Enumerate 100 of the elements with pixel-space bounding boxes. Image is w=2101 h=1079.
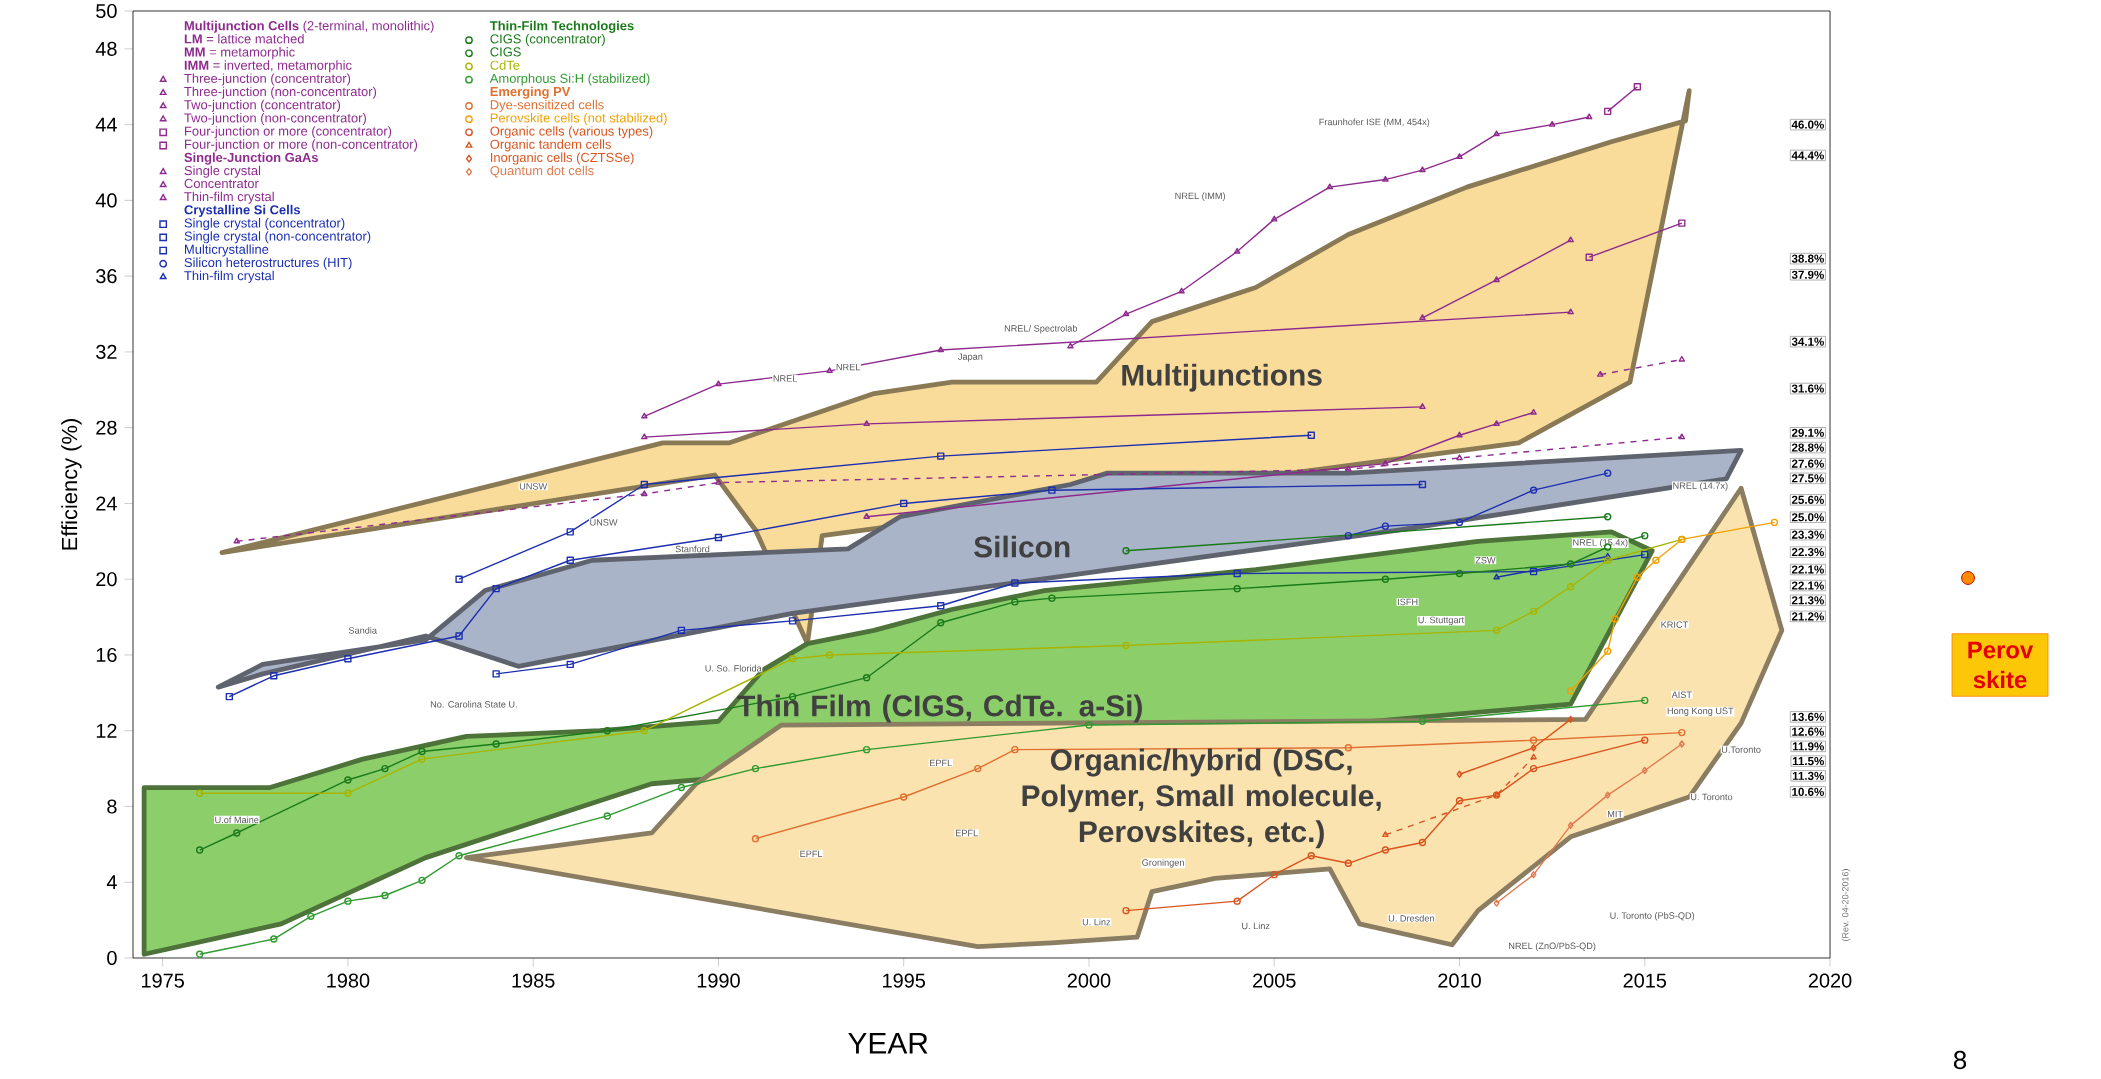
- annotation: 25.0%: [1791, 513, 1824, 522]
- annotation: U. Toronto (PbS-QD): [1610, 912, 1695, 921]
- annotation: 25.6%: [1791, 495, 1824, 504]
- annotation: 22.1%: [1791, 565, 1824, 574]
- x-axis-title: YEAR: [848, 1033, 928, 1054]
- annotation: 31.6%: [1791, 384, 1824, 393]
- y-tick-label: 12: [96, 723, 117, 738]
- y-tick-label: 28: [96, 420, 117, 435]
- annotation: Sandia: [348, 626, 377, 634]
- annotation: UNSW: [519, 483, 548, 490]
- x-tick-label: 2015: [1623, 973, 1667, 988]
- legend-label: Organic tandem cells: [490, 139, 611, 152]
- annotation: 38.8%: [1791, 254, 1824, 263]
- annotation: NREL (IMM): [1175, 192, 1225, 201]
- annotation: NREL: [836, 363, 861, 371]
- legend-label: Multicrystalline: [185, 244, 269, 257]
- annotation: EPFL: [955, 829, 978, 837]
- annotation: ZSW: [1475, 557, 1496, 564]
- annotation: Hong Kong UST: [1667, 707, 1734, 716]
- annotation: 44.4%: [1791, 151, 1824, 160]
- legend-label: Two-junction (concentrator): [184, 99, 341, 112]
- y-tick-label: 8: [107, 799, 117, 814]
- annotation: U.Toronto: [1721, 746, 1761, 753]
- annotation: 34.1%: [1791, 337, 1824, 346]
- annotation: U. Toronto: [1691, 793, 1733, 801]
- annotation: 22.1%: [1791, 581, 1824, 590]
- x-tick-label: 1980: [327, 973, 370, 988]
- annotation: Stanford: [675, 545, 710, 553]
- annotation: 46.0%: [1791, 120, 1824, 129]
- x-tick-label: 2000: [1067, 973, 1111, 988]
- y-tick-label: 16: [96, 647, 117, 662]
- legend-label: Inorganic cells (CZTSSe): [490, 152, 634, 165]
- legend-label: Thin-film crystal: [184, 270, 274, 283]
- annotation: Fraunhofer ISE (MM, 454x): [1319, 118, 1430, 128]
- text: 8: [1953, 1050, 1967, 1070]
- annotation: KRICT: [1661, 621, 1688, 628]
- legend-label: Two-junction (non-concentrator): [184, 112, 366, 126]
- annotation: U. Linz: [1082, 918, 1111, 926]
- annotation: EPFL: [930, 759, 952, 767]
- y-tick-label: 32: [96, 344, 117, 359]
- annotation: Crystalline Si Cells: [184, 204, 301, 217]
- legend-label: CIGS: [490, 47, 521, 57]
- y-tick-label: 50: [96, 3, 117, 19]
- annotation: Japan: [958, 353, 983, 362]
- y-axis-title: Efficiency (%): [61, 419, 82, 550]
- annotation: 23.3%: [1791, 530, 1824, 539]
- y-tick-label: 40: [95, 193, 117, 208]
- x-tick-label: 1995: [883, 973, 926, 988]
- annotation: Single-Junction GaAs: [184, 152, 318, 165]
- annotation: 21.2%: [1791, 612, 1824, 621]
- annotation: NREL (ZnO/PbS-QD): [1509, 942, 1596, 951]
- annotation: 10.6%: [1792, 787, 1824, 796]
- text: (Rev. 04-20-2016): [1841, 869, 1851, 941]
- annotation: NREL/ Spectrolab: [1004, 324, 1078, 334]
- legend-label: Single crystal: [184, 165, 261, 178]
- annotation: 12.6%: [1792, 727, 1824, 736]
- annotation: 21.3%: [1791, 596, 1824, 605]
- annotation: Thin-Film Technologies: [489, 20, 634, 33]
- x-tick-label: 1985: [512, 973, 555, 988]
- legend-label: Amorphous Si:H (stabilized): [489, 73, 650, 86]
- y-tick-label: 36: [96, 269, 117, 284]
- legend-label: Four-junction or more (concentrator): [185, 126, 392, 139]
- legend-label: Single crystal (concentrator): [184, 218, 345, 231]
- annotation: U. Dresden: [1388, 914, 1434, 922]
- legend-label: Single crystal (non-concentrator): [184, 231, 371, 244]
- annotation: Groningen: [1142, 859, 1184, 868]
- x-tick-label: 1975: [142, 973, 184, 988]
- legend-label: Perovskite cells (not stabilized): [490, 112, 667, 126]
- annotation: 11.9%: [1792, 742, 1824, 751]
- annotation: Multijunction Cells (2-terminal, monolithic): [184, 20, 434, 33]
- series-label: Silicon: [974, 535, 1070, 558]
- legend-label: Three-junction (concentrator): [184, 73, 351, 86]
- annotation: MIT: [1607, 810, 1623, 818]
- y-tick-label: 0: [107, 950, 117, 966]
- y-tick-label: 24: [96, 496, 117, 511]
- annotation: 13.6%: [1792, 712, 1824, 721]
- annotation: LM = lattice matched: [184, 33, 304, 44]
- legend-label: Silicon heterostructures (HIT): [184, 257, 352, 270]
- annotation: MM = metamorphic: [184, 47, 295, 60]
- annotation: No. Carolina State U.: [430, 700, 517, 708]
- annotation: U.of Maine: [215, 816, 259, 824]
- x-tick-label: 2010: [1438, 973, 1481, 988]
- annotation: U. Stuttgart: [1418, 616, 1465, 626]
- legend-label: CIGS (concentrator): [490, 33, 605, 47]
- series-label: Organic/hybrid (DSC, Polymer, Small molecule, Perovskites, etc.): [1022, 748, 1381, 849]
- annotation: U. So. Florida: [705, 664, 762, 672]
- annotation: ISFH: [1398, 598, 1418, 606]
- y-tick-label: 48: [95, 41, 117, 56]
- legend-label: Concentrator: [184, 178, 259, 189]
- y-tick-label: 44: [95, 117, 117, 132]
- annotation: NREL (14.7x): [1673, 482, 1728, 491]
- annotation: NREL: [773, 375, 798, 382]
- annotation: Emerging PV: [490, 86, 571, 99]
- series-label: Multijunctions: [1122, 363, 1322, 392]
- series-label: Thin Film (CIGS, CdTe. a-Si): [737, 694, 1142, 723]
- annotation: NREL (15.4x): [1573, 538, 1628, 548]
- annotation: 37.9%: [1791, 270, 1824, 279]
- legend-label: Four-junction or more (non-concentrator): [185, 139, 418, 152]
- annotation: 11.3%: [1792, 771, 1824, 780]
- annotation: 27.6%: [1791, 459, 1824, 468]
